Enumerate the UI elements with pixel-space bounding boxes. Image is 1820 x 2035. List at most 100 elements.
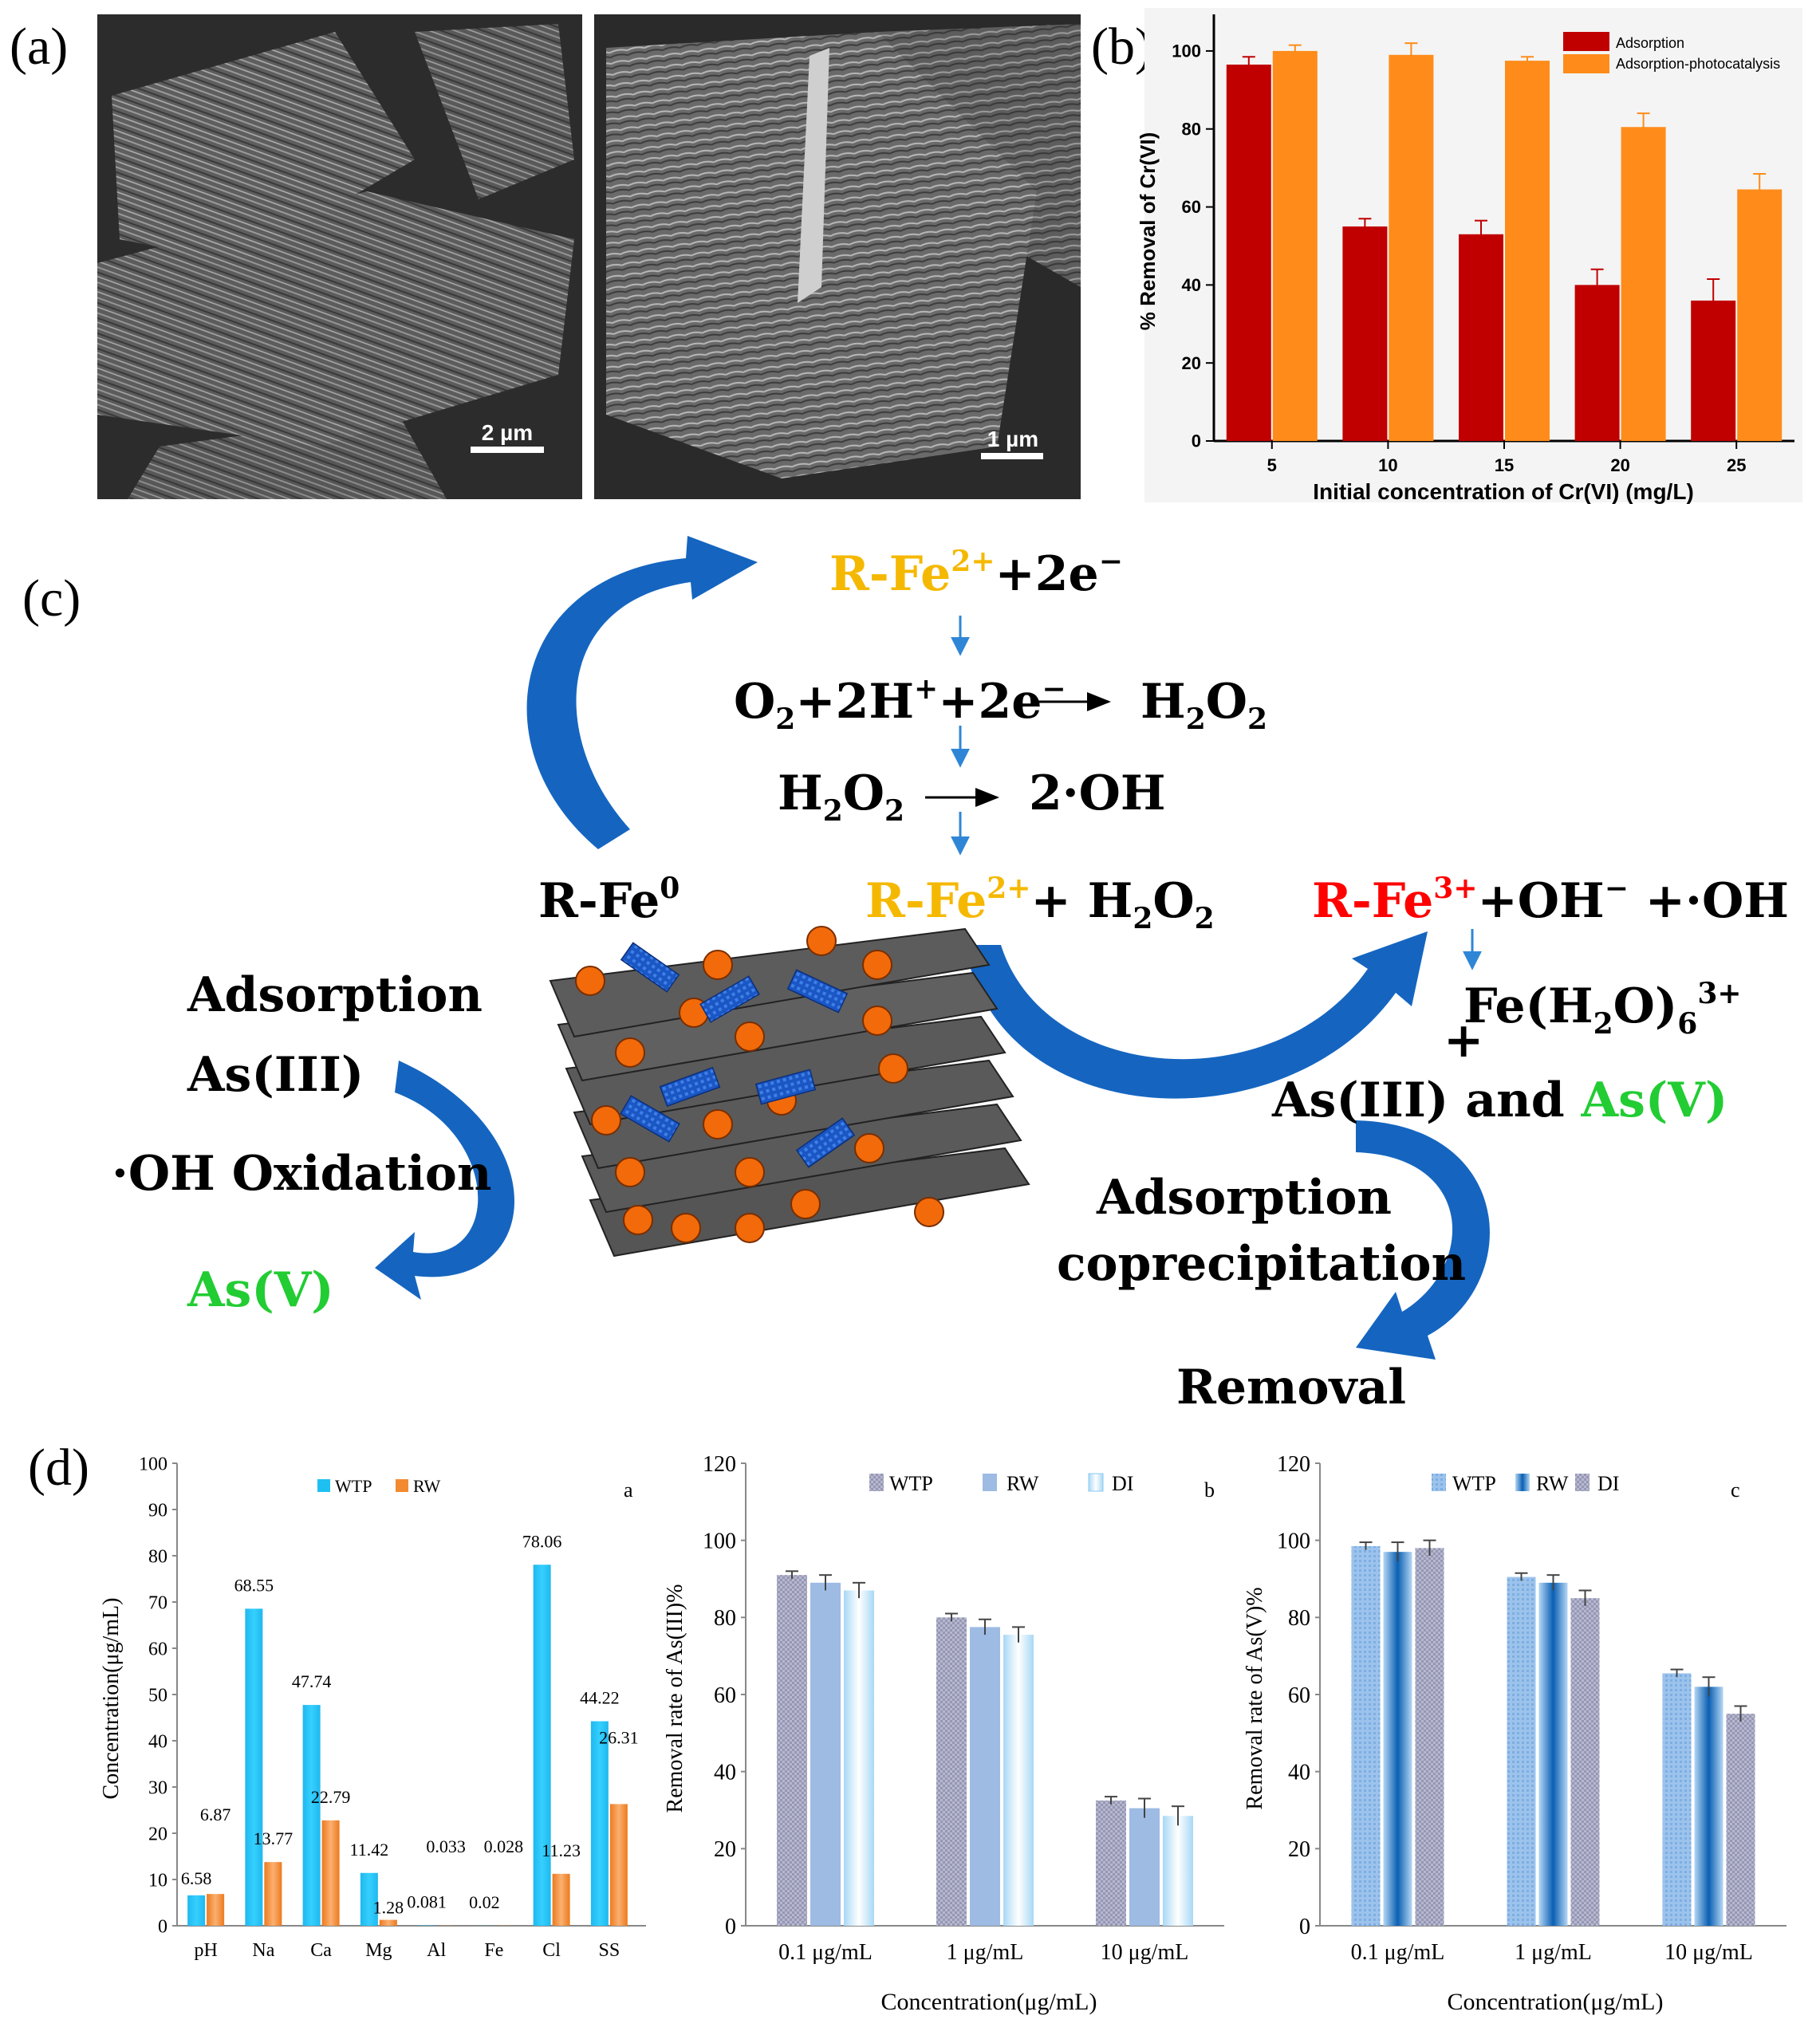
curved-arrow-left bbox=[375, 1061, 514, 1300]
chart-d-c-xtick-label: 1 μg/mL bbox=[1515, 1940, 1592, 1965]
chart-d-a-bar bbox=[302, 1705, 321, 1926]
chart-d-a-bar bbox=[264, 1862, 282, 1926]
legend-wtp-label: WTP bbox=[335, 1476, 372, 1496]
chart-d-b-tag: b bbox=[1204, 1478, 1215, 1502]
r-fe0: R-Fe0 bbox=[538, 872, 680, 929]
chart-d-b-ytick-label: 80 bbox=[714, 1606, 736, 1631]
chart-d-c-bar bbox=[1570, 1598, 1600, 1926]
chart-d-a-ytick-label: 30 bbox=[148, 1777, 167, 1798]
chart-d-a-tag: a bbox=[624, 1478, 633, 1502]
chart-d-a-ytick-label: 90 bbox=[148, 1500, 167, 1521]
chart-d-a-data-label: 11.42 bbox=[350, 1840, 389, 1860]
right-coprecipitation: coprecipitation bbox=[1057, 1236, 1466, 1292]
chart-d-a-data-label: 0.033 bbox=[426, 1836, 466, 1856]
chart-d-b: Removal rate of As(III)% Concentration(μ… bbox=[663, 1452, 1224, 2015]
chart-d-b-legend: WTP RW DI bbox=[869, 1472, 1133, 1495]
legend-b-wtp-label: WTP bbox=[889, 1472, 933, 1495]
chart-d-a-ytick-label: 40 bbox=[148, 1731, 167, 1752]
chart-d-c-bar bbox=[1351, 1545, 1381, 1926]
left-as5: As(V) bbox=[187, 1262, 334, 1318]
scale-bar-label-1: 2 µm bbox=[482, 420, 533, 445]
chart-b-ytick-label: 20 bbox=[1182, 353, 1201, 373]
chart-d-b-xtick-label: 0.1 μg/mL bbox=[778, 1940, 873, 1965]
legend-rw-swatch bbox=[396, 1479, 408, 1492]
legend-c-wtp-swatch bbox=[1432, 1474, 1446, 1491]
chart-b-ytick-label: 40 bbox=[1182, 275, 1201, 295]
eq-mid: R-Fe2++ H2O2 bbox=[865, 872, 1215, 935]
chart-d-a-ytick-label: 50 bbox=[148, 1685, 167, 1706]
chart-b-bar bbox=[1505, 61, 1550, 442]
chart-d-a-bar bbox=[533, 1565, 551, 1926]
chart-d-a-data-label: 0.028 bbox=[484, 1836, 524, 1856]
chart-d-a-data-label: 0.02 bbox=[469, 1892, 500, 1912]
chart-d-a-bar bbox=[321, 1820, 340, 1926]
legend-c-rw-label: RW bbox=[1536, 1472, 1569, 1495]
chart-b-bar bbox=[1691, 300, 1736, 441]
chart-d-b-bar bbox=[844, 1590, 874, 1926]
scale-bar-label-2: 1 µm bbox=[987, 427, 1038, 451]
chart-d-a-data-label: 13.77 bbox=[254, 1828, 293, 1848]
chart-d-c-ylabel: Removal rate of As(V)% bbox=[1243, 1587, 1267, 1809]
chart-d-a-xtick-label: Fe bbox=[484, 1940, 503, 1961]
chart-d-a-bar bbox=[609, 1804, 628, 1926]
panel-a-label: (a) bbox=[10, 18, 68, 76]
chart-d-a-ytick-label: 100 bbox=[139, 1454, 167, 1474]
chart-b-xtick-label: 5 bbox=[1267, 455, 1277, 475]
chart-d-b-bar bbox=[777, 1575, 807, 1926]
legend-photo-label: Adsorption-photocatalysis bbox=[1616, 56, 1780, 72]
chart-b-xtick-label: 10 bbox=[1378, 455, 1397, 475]
chart-d-a-ytick-label: 70 bbox=[148, 1592, 167, 1613]
chart-d-c-bar bbox=[1662, 1673, 1692, 1926]
chart-d-b-bar bbox=[970, 1627, 1000, 1926]
left-as3: As(III) bbox=[187, 1047, 364, 1103]
chart-d-a-bar bbox=[360, 1872, 378, 1926]
chart-b-bar bbox=[1389, 54, 1434, 442]
legend-c-di-swatch bbox=[1575, 1474, 1590, 1491]
chart-d-a-bar bbox=[379, 1919, 397, 1926]
chart-d-b-bar bbox=[810, 1582, 841, 1926]
legend-photo-swatch bbox=[1563, 54, 1609, 73]
eq-line-3: H2O2 bbox=[778, 766, 904, 828]
chart-d-c-bar bbox=[1694, 1687, 1723, 1926]
chart-d-a-data-label: 22.79 bbox=[311, 1787, 351, 1807]
chart-d-c-bar bbox=[1415, 1548, 1444, 1926]
chart-d-c: Removal rate of As(V)% Concentration(μg/… bbox=[1243, 1452, 1787, 2015]
eq-line-3-product: 2·OH bbox=[1029, 766, 1166, 821]
legend-c-rw-swatch bbox=[1515, 1474, 1530, 1491]
chart-d-a-data-label: 68.55 bbox=[234, 1575, 274, 1595]
eq-line-2-product: H2O2 bbox=[1140, 674, 1267, 736]
chart-d-b-ytick-label: 40 bbox=[714, 1760, 736, 1785]
chart-b-legend: Adsorption Adsorption-photocatalysis bbox=[1563, 32, 1780, 73]
chart-d-a-ytick-label: 20 bbox=[148, 1824, 167, 1844]
chart-d-a-ytick-label: 10 bbox=[148, 1870, 167, 1891]
chart-d-a-legend: WTP RW bbox=[317, 1476, 440, 1496]
chart-d-a-bar bbox=[207, 1894, 225, 1926]
eq-line-1: R-Fe2++2e− bbox=[829, 545, 1123, 602]
chart-d-a-data-label: 6.58 bbox=[181, 1868, 212, 1888]
chart-d-a-bar bbox=[590, 1721, 609, 1926]
chart-d-a-bar bbox=[187, 1895, 206, 1926]
curved-arrow-removal bbox=[1356, 1120, 1490, 1360]
chart-d-a-bar bbox=[552, 1873, 570, 1926]
chart-d-b-xlabel: Concentration(μg/mL) bbox=[880, 1989, 1097, 2015]
chart-d-a-data-label: 47.74 bbox=[292, 1671, 332, 1691]
chart-d-c-tag: c bbox=[1731, 1478, 1740, 1502]
legend-b-di-label: DI bbox=[1112, 1472, 1133, 1495]
chart-b-ytick-label: 0 bbox=[1192, 431, 1201, 451]
chart-b-bar bbox=[1459, 234, 1503, 441]
chart-d-b-xtick-label: 1 μg/mL bbox=[947, 1940, 1024, 1965]
chart-b-bar bbox=[1226, 65, 1271, 441]
fe-hydrate: Fe(H2O)63+ bbox=[1463, 977, 1742, 1041]
chart-d-c-ytick-label: 20 bbox=[1288, 1837, 1310, 1862]
panel-b-label: (b) bbox=[1091, 18, 1152, 76]
chart-d-b-ytick-label: 100 bbox=[703, 1529, 736, 1553]
chart-b-ytick-label: 60 bbox=[1182, 197, 1201, 217]
chart-b-bar bbox=[1574, 285, 1620, 441]
chart-b-bar bbox=[1621, 127, 1666, 442]
chart-d-a-ytick-label: 60 bbox=[148, 1639, 167, 1659]
chart-d-a-xtick-label: SS bbox=[599, 1940, 620, 1961]
chart-d-a-ylabel: Concentration(μg/mL) bbox=[99, 1598, 124, 1800]
chart-d-c-ytick-label: 60 bbox=[1288, 1683, 1310, 1708]
chart-d-b-bar bbox=[1096, 1800, 1126, 1926]
chart-d-c-bar bbox=[1538, 1582, 1568, 1926]
